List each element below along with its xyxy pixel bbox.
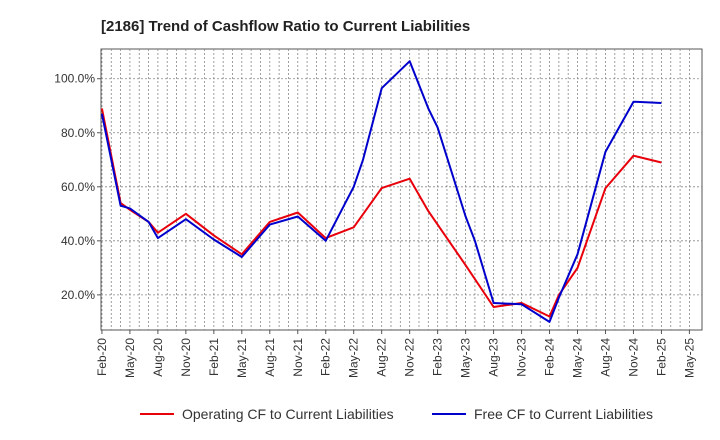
legend: Operating CF to Current Liabilities Free …	[140, 406, 653, 422]
x-tick-label: Feb-23	[431, 338, 445, 376]
x-tick-label: Feb-20	[95, 338, 109, 376]
x-tick-label: May-20	[123, 338, 137, 378]
x-tick-label: May-22	[347, 338, 361, 378]
x-tick-label: May-21	[235, 338, 249, 378]
y-tick-label: 40.0%	[61, 234, 95, 248]
series-line-free-cf	[100, 60, 662, 323]
y-tick-label: 80.0%	[61, 126, 95, 140]
legend-item: Free CF to Current Liabilities	[432, 406, 653, 422]
chart-title: [2186] Trend of Cashflow Ratio to Curren…	[101, 18, 470, 35]
x-tick-label: Nov-21	[291, 338, 305, 377]
x-tick-label: May-23	[459, 338, 473, 378]
series-lines	[100, 60, 662, 323]
x-tick-label: Feb-25	[654, 338, 668, 376]
x-tick-label: Aug-21	[263, 338, 277, 377]
x-tick-label: Feb-22	[319, 338, 333, 376]
y-tick-label: 100.0%	[54, 72, 95, 86]
legend-label: Free CF to Current Liabilities	[474, 406, 653, 422]
x-axis: Feb-20 May-20 Aug-20 Nov-20 Feb-21 May-21 Aug-…	[95, 330, 696, 378]
x-tick-label: Nov-23	[515, 338, 529, 377]
x-tick-label: Aug-20	[151, 338, 165, 377]
plot-area	[100, 48, 703, 331]
x-tick-label: Aug-23	[487, 338, 501, 377]
x-tick-label: Feb-21	[207, 338, 221, 376]
x-tick-label: Aug-22	[375, 338, 389, 377]
x-tick-label: Aug-24	[598, 338, 612, 377]
legend-label: Operating CF to Current Liabilities	[182, 406, 394, 422]
x-tick-label: Nov-20	[179, 338, 193, 377]
legend-item: Operating CF to Current Liabilities	[140, 406, 394, 422]
x-tick-label: May-25	[682, 338, 696, 378]
x-tick-label: May-24	[571, 338, 585, 378]
y-tick-label: 20.0%	[61, 288, 95, 302]
y-axis: 20.0% 40.0% 60.0% 80.0% 100.0%	[54, 72, 101, 302]
x-tick-label: Feb-24	[543, 338, 557, 376]
y-tick-label: 60.0%	[61, 180, 95, 194]
x-tick-label: Nov-22	[403, 338, 417, 377]
x-tick-label: Nov-24	[626, 338, 640, 377]
